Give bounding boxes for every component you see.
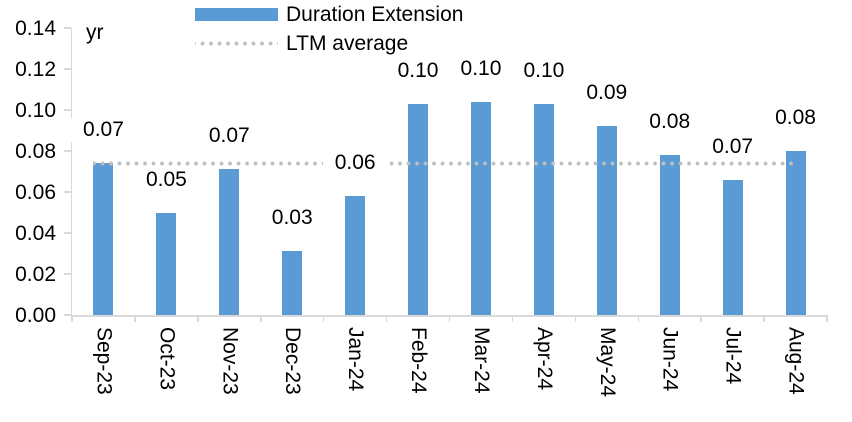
- x-axis-tick: [71, 315, 73, 322]
- x-axis-label: Oct-23: [155, 327, 179, 391]
- bar: [345, 196, 366, 315]
- ltm-average-line: [93, 161, 793, 167]
- x-axis-label: Jun-24: [658, 327, 682, 392]
- legend-label-duration-extension: Duration Extension: [286, 2, 464, 26]
- x-axis-label: Nov-23: [218, 327, 242, 395]
- x-axis-tick: [763, 315, 765, 322]
- legend-bar-swatch-icon: [195, 8, 278, 21]
- y-axis-tick: [63, 232, 71, 234]
- bar-value-label: 0.07: [197, 124, 262, 149]
- bar: [470, 101, 491, 315]
- y-axis-tick-label: 0.10: [15, 99, 56, 122]
- x-axis-label: Feb-24: [407, 327, 431, 394]
- bar: [219, 169, 240, 315]
- x-axis-tick: [385, 315, 388, 322]
- bar-value-label: 0.09: [574, 81, 639, 106]
- y-axis-tick: [63, 150, 71, 152]
- bar-value-label: 0.08: [763, 106, 828, 130]
- bar: [408, 103, 429, 315]
- x-axis-label: Jan-24: [344, 327, 368, 392]
- legend-label-ltm-average: LTM average: [286, 31, 409, 55]
- bar: [282, 251, 303, 315]
- x-axis-label: May-24: [595, 327, 619, 398]
- x-axis-tick: [134, 315, 136, 322]
- legend-item-ltm-average: LTM average: [195, 29, 463, 58]
- y-axis-tick-label: 0.08: [15, 140, 56, 163]
- x-axis-tick: [260, 315, 262, 322]
- bar-value-label: 0.10: [448, 56, 513, 81]
- y-axis-tick: [63, 109, 71, 111]
- bar: [596, 126, 617, 315]
- bar-value-label: 0.05: [134, 167, 199, 192]
- bar: [785, 151, 806, 315]
- x-axis-tick: [826, 315, 828, 322]
- x-axis-tick: [511, 315, 514, 322]
- bar: [722, 179, 743, 315]
- y-axis-tick-label: 0.02: [15, 263, 56, 286]
- y-axis-tick: [63, 314, 71, 316]
- y-axis-unit-label: yr: [86, 21, 104, 44]
- bar: [156, 212, 177, 315]
- x-axis-label: Dec-23: [281, 327, 305, 395]
- bar-value-label: 0.07: [71, 118, 136, 143]
- bar: [533, 103, 554, 315]
- bar-value-label: 0.06: [323, 151, 388, 176]
- x-axis-label: Apr-24: [532, 327, 556, 391]
- legend: Duration Extension LTM average: [195, 0, 463, 58]
- x-axis-tick: [197, 315, 199, 322]
- bar-value-label: 0.08: [637, 110, 702, 135]
- y-axis-tick: [63, 273, 71, 275]
- x-axis-label: Aug-24: [784, 327, 808, 395]
- bar-value-label: 0.07: [700, 134, 765, 159]
- bar: [93, 163, 114, 315]
- y-axis-tick-label: 0.00: [15, 304, 56, 327]
- bar: [659, 155, 680, 315]
- legend-item-duration-extension: Duration Extension: [195, 0, 463, 29]
- y-axis-tick: [63, 191, 71, 193]
- y-axis-tick-label: 0.06: [15, 181, 56, 204]
- x-axis-tick: [637, 315, 639, 322]
- x-axis-tick: [700, 315, 702, 322]
- x-axis-label: Jul-24: [721, 327, 745, 385]
- y-axis-tick-label: 0.12: [15, 58, 56, 81]
- x-axis-tick: [322, 315, 325, 322]
- x-axis-tick: [574, 315, 577, 322]
- bar-value-label: 0.10: [386, 58, 451, 83]
- x-axis-tick: [448, 315, 451, 322]
- y-axis-tick-label: 0.14: [15, 17, 56, 40]
- y-axis-tick: [63, 68, 71, 70]
- y-axis-tick-label: 0.04: [15, 222, 56, 245]
- x-axis-label: Sep-23: [92, 327, 116, 395]
- y-axis-tick: [63, 27, 71, 29]
- bar-value-label: 0.03: [260, 206, 325, 231]
- y-axis-line: [70, 28, 72, 317]
- bar-value-label: 0.10: [511, 58, 576, 83]
- legend-dotted-line-swatch-icon: [195, 41, 278, 46]
- x-axis-label: Mar-24: [469, 327, 493, 394]
